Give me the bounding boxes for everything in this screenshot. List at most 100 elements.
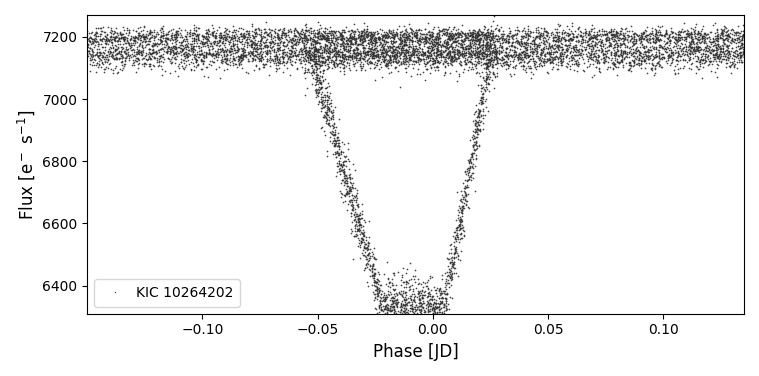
Point bbox=[146, 29, 158, 35]
Point bbox=[310, 40, 323, 46]
Point bbox=[388, 49, 400, 55]
Point bbox=[298, 32, 310, 38]
Point bbox=[470, 118, 482, 124]
Point bbox=[393, 62, 405, 68]
Point bbox=[641, 32, 653, 38]
Point bbox=[246, 44, 258, 50]
Point bbox=[391, 30, 403, 36]
Point bbox=[179, 27, 191, 33]
Point bbox=[660, 30, 672, 36]
Point bbox=[383, 280, 395, 286]
Point bbox=[371, 293, 383, 299]
Point bbox=[483, 46, 496, 52]
Point bbox=[331, 61, 343, 67]
Point bbox=[477, 49, 489, 55]
Point bbox=[534, 29, 546, 35]
Point bbox=[500, 45, 512, 52]
Point bbox=[423, 291, 435, 297]
Point bbox=[607, 32, 619, 38]
Point bbox=[175, 32, 187, 38]
Point bbox=[410, 30, 422, 36]
Point bbox=[373, 42, 386, 48]
Point bbox=[721, 50, 733, 56]
Point bbox=[187, 60, 199, 66]
Point bbox=[566, 57, 578, 63]
Point bbox=[491, 36, 503, 42]
Point bbox=[260, 42, 272, 49]
Point bbox=[405, 276, 417, 282]
Point bbox=[87, 36, 99, 42]
Point bbox=[434, 28, 446, 34]
Point bbox=[485, 23, 497, 29]
Point bbox=[431, 304, 443, 310]
Point bbox=[710, 44, 722, 50]
Point bbox=[541, 49, 553, 55]
Point bbox=[394, 309, 406, 315]
Point bbox=[564, 42, 576, 48]
Point bbox=[295, 52, 307, 58]
Point bbox=[441, 273, 453, 279]
Point bbox=[232, 48, 244, 54]
Point bbox=[106, 49, 118, 55]
Point bbox=[598, 31, 610, 37]
Point bbox=[336, 33, 348, 39]
Point bbox=[483, 34, 495, 40]
Point bbox=[294, 30, 306, 36]
Point bbox=[696, 26, 708, 32]
Point bbox=[631, 48, 644, 54]
Point bbox=[436, 311, 449, 317]
Point bbox=[407, 45, 419, 51]
Point bbox=[118, 34, 131, 40]
Point bbox=[485, 34, 497, 40]
Point bbox=[235, 61, 247, 67]
Point bbox=[630, 56, 642, 62]
Point bbox=[572, 39, 584, 45]
Point bbox=[177, 37, 189, 43]
Point bbox=[407, 273, 419, 279]
Point bbox=[386, 304, 398, 310]
Point bbox=[366, 44, 378, 50]
Point bbox=[405, 44, 417, 50]
Point bbox=[733, 36, 745, 42]
Point bbox=[152, 47, 164, 53]
Point bbox=[418, 50, 430, 56]
Point bbox=[377, 54, 389, 60]
Point bbox=[520, 41, 532, 47]
Point bbox=[370, 45, 382, 52]
Point bbox=[313, 61, 325, 67]
Point bbox=[455, 32, 467, 38]
Point bbox=[428, 59, 440, 65]
Point bbox=[110, 55, 122, 61]
Point bbox=[321, 117, 333, 123]
Point bbox=[475, 62, 487, 68]
Point bbox=[323, 53, 335, 59]
Point bbox=[399, 302, 411, 308]
Point bbox=[442, 35, 454, 41]
Point bbox=[469, 27, 481, 33]
Point bbox=[552, 38, 564, 44]
Point bbox=[378, 32, 390, 38]
Point bbox=[150, 41, 162, 47]
Point bbox=[461, 50, 474, 56]
Point bbox=[496, 35, 509, 41]
Point bbox=[446, 49, 458, 55]
Point bbox=[490, 56, 502, 62]
Point bbox=[318, 34, 330, 40]
Point bbox=[348, 233, 360, 240]
Point bbox=[591, 47, 603, 53]
Point bbox=[306, 52, 318, 58]
Point bbox=[465, 174, 477, 180]
Point bbox=[678, 63, 690, 69]
Point bbox=[317, 105, 329, 111]
Point bbox=[298, 27, 310, 33]
Point bbox=[479, 61, 491, 67]
Point bbox=[125, 35, 137, 41]
Point bbox=[606, 32, 618, 38]
Point bbox=[729, 49, 741, 55]
Point bbox=[408, 294, 420, 300]
Point bbox=[144, 51, 156, 57]
Point bbox=[177, 57, 189, 63]
Point bbox=[453, 71, 465, 77]
Point bbox=[587, 57, 599, 63]
Point bbox=[411, 32, 423, 38]
